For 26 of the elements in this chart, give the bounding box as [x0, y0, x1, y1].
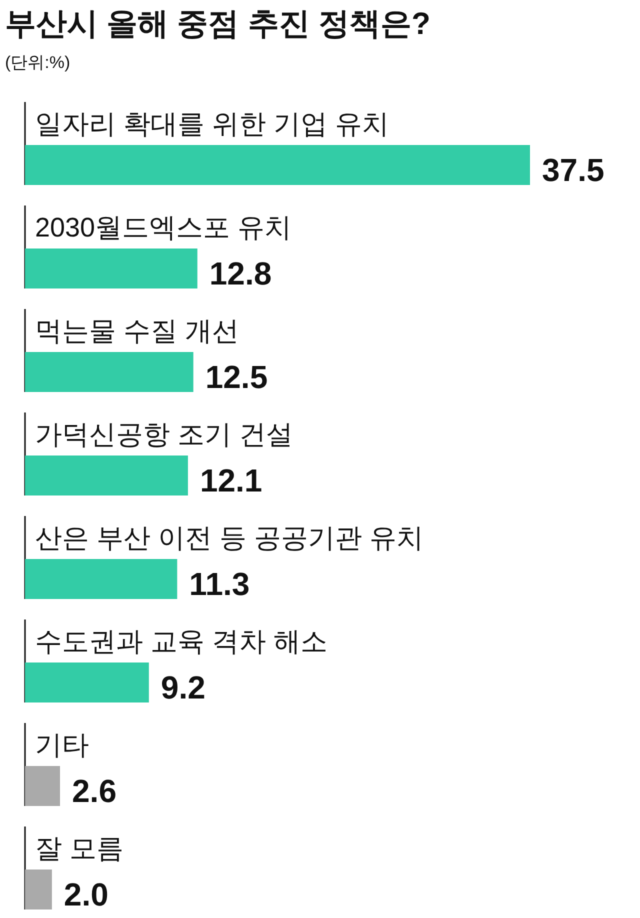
- bar: [25, 248, 198, 288]
- data-label: 2.0: [64, 876, 108, 912]
- bar: [25, 662, 149, 702]
- y-tick-label: 2030월드엑스포 유치: [35, 212, 292, 242]
- data-label: 37.5: [542, 152, 604, 188]
- y-tick-label: 산은 부산 이전 등 공공기관 유치: [35, 523, 424, 553]
- y-tick-label: 수도권과 교육 격차 해소: [35, 626, 328, 656]
- data-label: 9.2: [160, 670, 206, 706]
- bar: [25, 352, 194, 392]
- bar: [25, 456, 188, 496]
- bar: [25, 559, 178, 599]
- bar: [25, 870, 52, 910]
- bar: [25, 145, 530, 185]
- data-label: 2.6: [72, 773, 116, 809]
- bar: [25, 766, 60, 806]
- y-tick-label: 가덕신공항 조기 건설: [35, 420, 294, 450]
- y-tick-label: 먹는물 수질 개선: [35, 316, 240, 346]
- y-tick-label: 잘 모름: [35, 834, 124, 864]
- chart-subtitle: (단위:%): [5, 53, 70, 72]
- data-label: 12.8: [209, 256, 272, 292]
- data-label: 12.1: [200, 462, 262, 498]
- y-tick-label: 기타: [35, 730, 89, 760]
- y-tick-label: 일자리 확대를 위한 기업 유치: [35, 109, 390, 139]
- data-label: 12.5: [205, 359, 268, 395]
- chart-title: 부산시 올해 중점 추진 정책은?: [5, 6, 430, 41]
- data-label: 11.3: [189, 566, 250, 602]
